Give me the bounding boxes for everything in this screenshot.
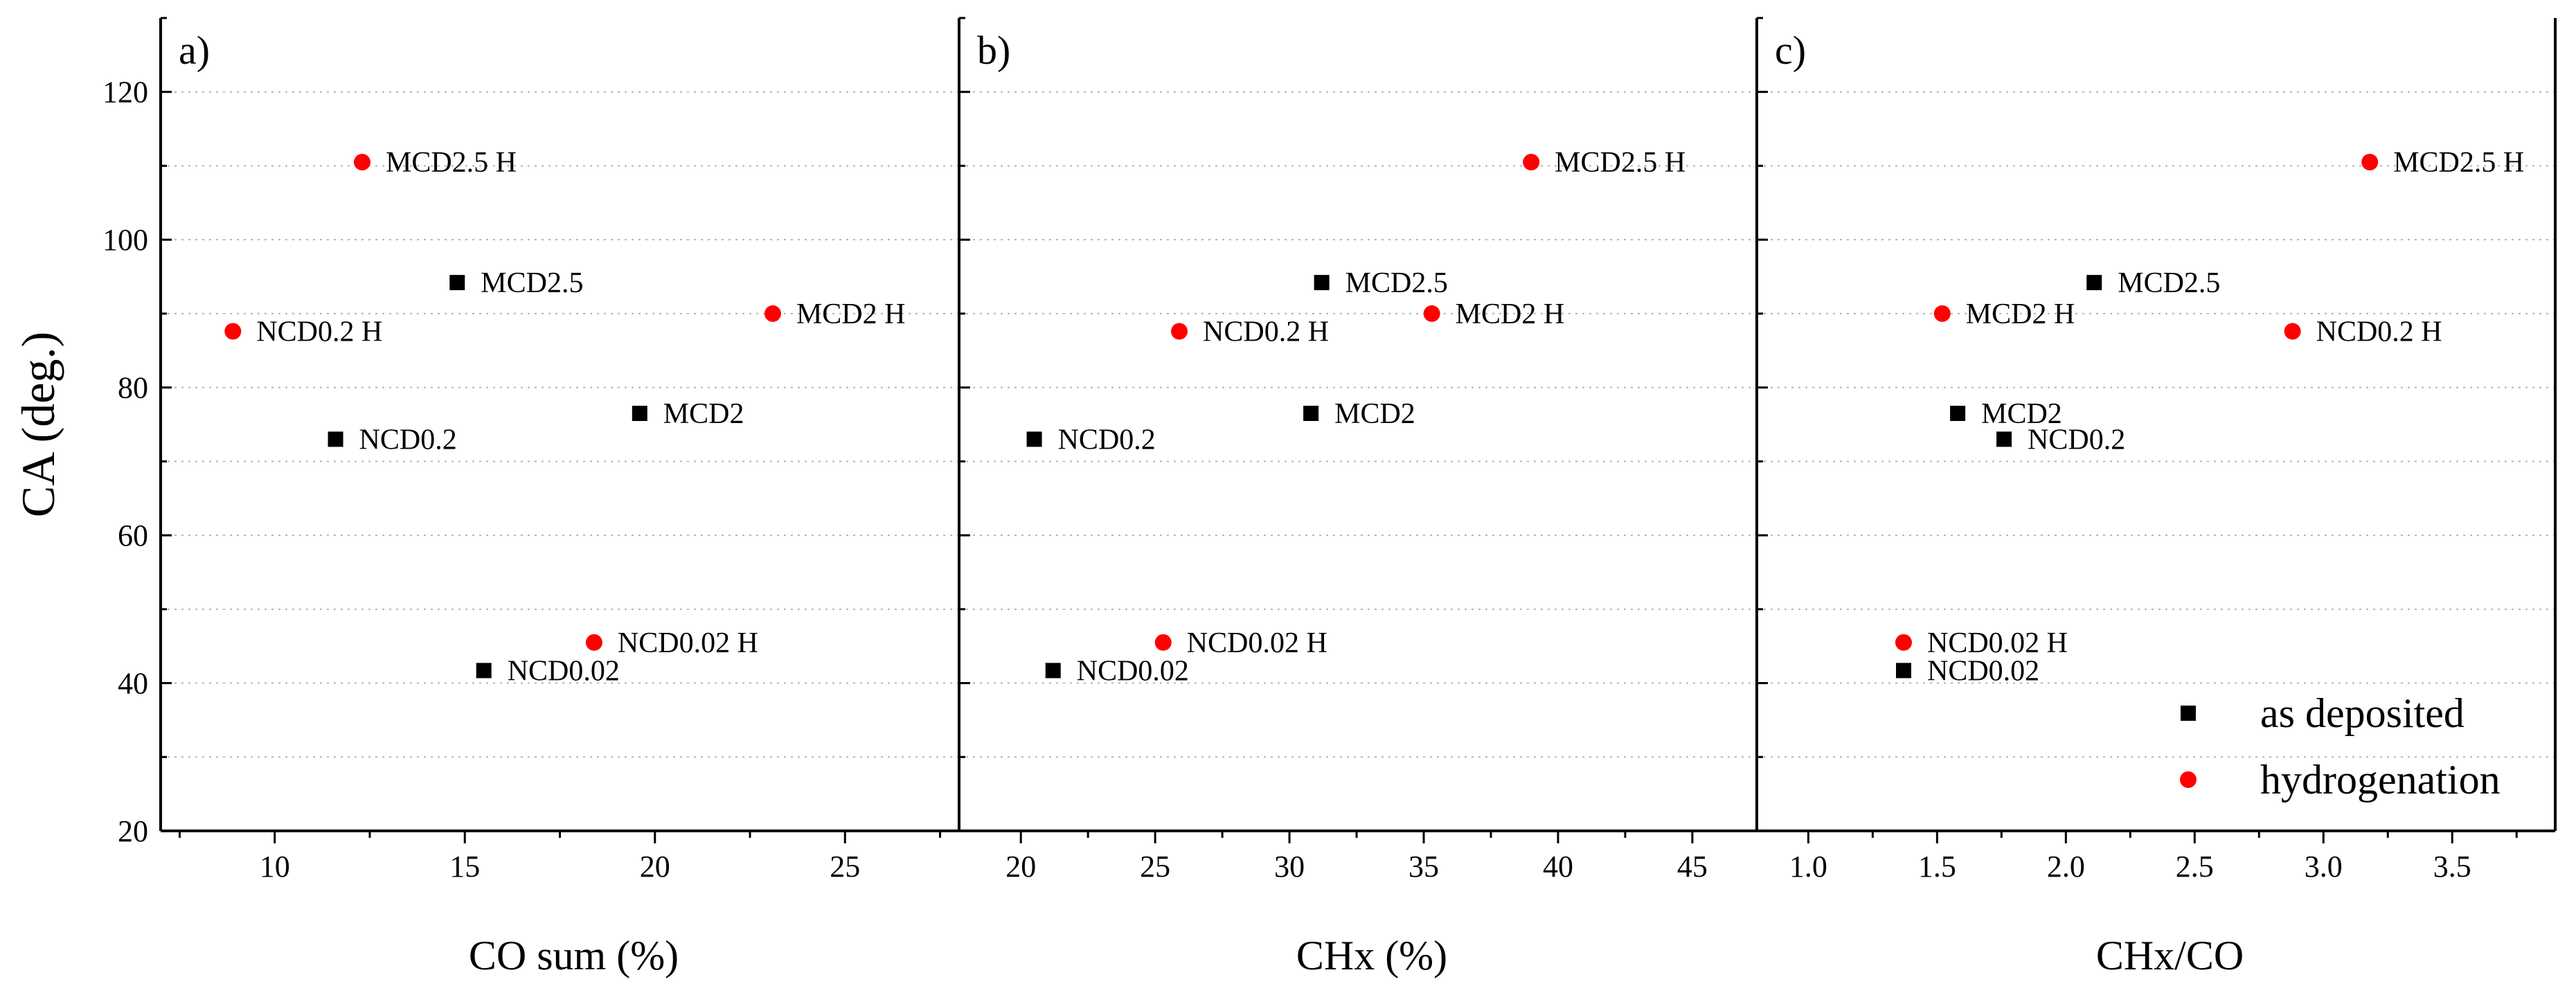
x-tick-label: 2.0 [2047, 850, 2085, 884]
data-point-square [1896, 663, 1912, 679]
data-point-square [1314, 275, 1330, 291]
data-point-square [2086, 275, 2102, 291]
point-label: MCD2 [1981, 398, 2062, 430]
y-tick-label: 100 [102, 223, 148, 257]
x-tick-label: 45 [1677, 850, 1708, 884]
y-axis-title: CA (deg.) [12, 332, 64, 517]
x-tick-label: 40 [1543, 850, 1573, 884]
data-point-square [1996, 431, 2012, 447]
data-point-circle [353, 154, 370, 171]
data-point-square [1950, 405, 1966, 421]
data-point-circle [585, 634, 602, 651]
point-label: NCD0.02 H [618, 627, 758, 659]
legend-marker-circle [2180, 771, 2197, 788]
x-tick-label: 15 [449, 850, 480, 884]
point-label: MCD2 [663, 398, 744, 430]
y-tick-label: 80 [118, 371, 148, 405]
data-point-square [328, 431, 343, 447]
data-point-square [449, 275, 465, 291]
x-tick-label: 25 [830, 850, 860, 884]
data-point-circle [1171, 323, 1188, 340]
data-point-square [1045, 663, 1061, 679]
panel-label: b) [977, 28, 1010, 73]
point-label: NCD0.2 [1058, 424, 1156, 456]
x-tick-label: 1.5 [1918, 850, 1956, 884]
point-label: MCD2.5 H [1555, 147, 1685, 179]
y-tick-label: 120 [102, 75, 148, 109]
point-label: NCD0.02 [508, 655, 620, 687]
point-label: MCD2.5 [1345, 267, 1448, 299]
data-point-circle [1523, 154, 1540, 171]
point-label: NCD0.02 H [1187, 627, 1327, 659]
data-point-circle [2361, 154, 2379, 171]
point-label: NCD0.2 H [1203, 316, 1329, 348]
point-label: NCD0.02 [1077, 655, 1189, 687]
y-tick-label: 20 [118, 814, 148, 848]
data-point-square [1303, 405, 1319, 421]
x-axis-title: CHx/CO [2096, 933, 2244, 978]
point-label: MCD2 H [1456, 298, 1565, 330]
point-label: MCD2.5 [2118, 267, 2220, 299]
data-point-circle [224, 323, 242, 340]
point-label: NCD0.2 H [256, 316, 382, 348]
x-tick-label: 10 [260, 850, 290, 884]
x-tick-label: 30 [1274, 850, 1305, 884]
x-tick-label: 25 [1140, 850, 1170, 884]
data-point-square [476, 663, 492, 679]
x-tick-label: 20 [640, 850, 670, 884]
point-label: NCD0.2 [359, 424, 457, 456]
y-tick-label: 40 [118, 667, 148, 701]
point-label: MCD2.5 H [386, 147, 517, 179]
data-point-circle [2284, 323, 2301, 340]
point-label: MCD2 [1334, 398, 1415, 430]
data-point-square [632, 405, 647, 421]
panel-label: a) [179, 28, 210, 73]
data-point-circle [764, 305, 781, 322]
x-tick-label: 35 [1408, 850, 1439, 884]
point-label: MCD2.5 [481, 267, 583, 299]
x-tick-label: 2.5 [2176, 850, 2214, 884]
legend-marker-square [2181, 706, 2196, 721]
point-label: MCD2 H [1966, 298, 2075, 330]
x-tick-label: 3.5 [2433, 850, 2471, 884]
y-tick-label: 60 [118, 519, 148, 553]
x-axis-title: CO sum (%) [469, 933, 679, 978]
point-label: NCD0.2 [2028, 424, 2125, 456]
x-tick-label: 3.0 [2305, 850, 2343, 884]
point-label: MCD2.5 H [2393, 147, 2524, 179]
point-label: NCD0.02 [1927, 655, 2039, 687]
x-axis-title: CHx (%) [1296, 933, 1447, 978]
data-point-circle [1895, 634, 1913, 651]
data-point-circle [1154, 634, 1172, 651]
x-tick-label: 20 [1005, 850, 1036, 884]
legend-label: hydrogenation [2260, 757, 2501, 803]
point-label: MCD2 H [796, 298, 906, 330]
data-point-circle [1423, 305, 1440, 322]
legend-label: as deposited [2260, 690, 2465, 736]
panel-label: c) [1775, 28, 1806, 73]
x-tick-label: 1.0 [1789, 850, 1827, 884]
point-label: NCD0.02 H [1927, 627, 2068, 659]
data-point-circle [1933, 305, 1951, 322]
data-point-square [1026, 431, 1042, 447]
point-label: NCD0.2 H [2316, 316, 2442, 348]
